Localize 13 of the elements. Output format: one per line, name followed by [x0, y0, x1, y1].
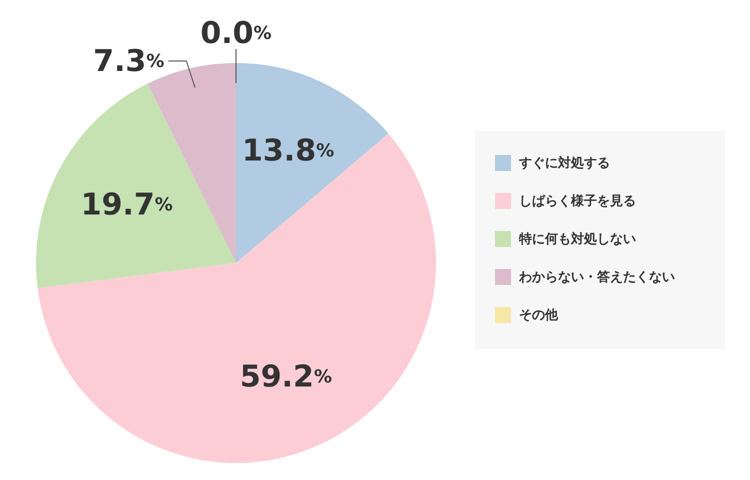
- data-label: 7.3%: [93, 44, 164, 78]
- pie-slice: [36, 84, 236, 288]
- data-label: 19.7%: [80, 186, 173, 222]
- legend-label: すぐに対処する: [519, 156, 610, 171]
- text: 0.0%: [200, 16, 272, 50]
- data-label: 13.8%: [242, 132, 334, 168]
- data-label: 59.2%: [240, 358, 332, 394]
- legend-label: 特に何も対処しない: [519, 232, 636, 247]
- legend-label: しばらく様子を見る: [519, 194, 636, 209]
- pie-slice: [38, 134, 436, 463]
- legend-label: わからない・答えたくない: [519, 270, 675, 285]
- legend-label: その他: [519, 308, 558, 323]
- pie-slice: [236, 63, 388, 263]
